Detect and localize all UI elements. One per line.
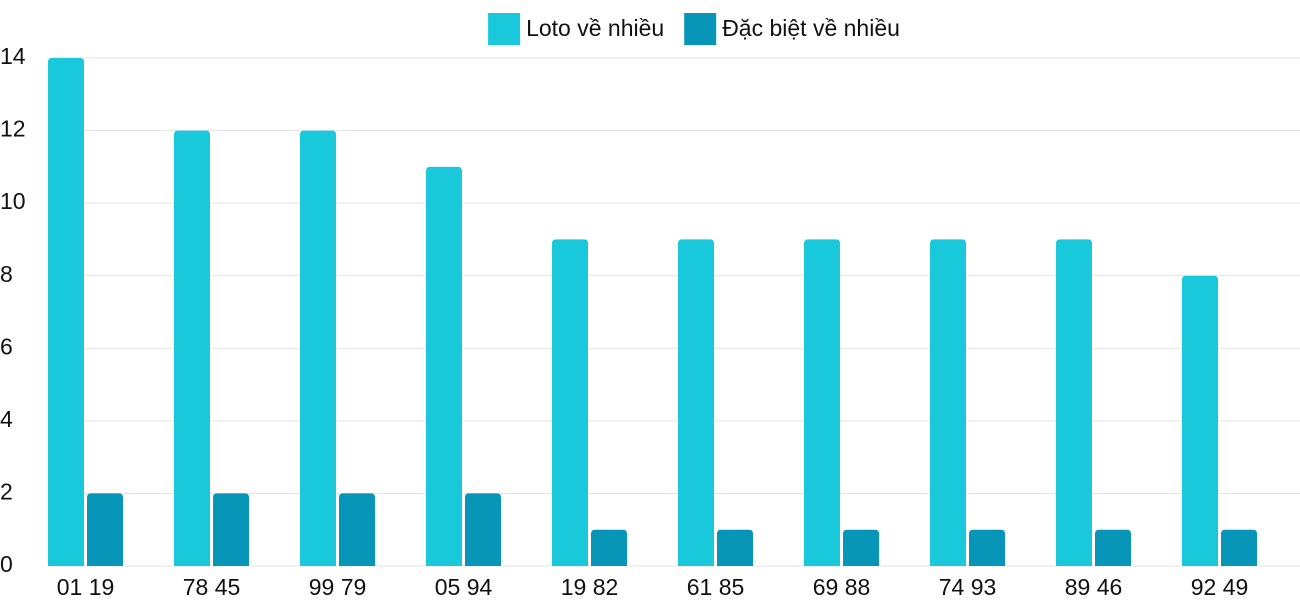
bar (1182, 275, 1218, 566)
y-tick-label: 0 (0, 551, 13, 577)
bar (591, 529, 627, 566)
bar (804, 239, 840, 566)
legend-swatch (488, 13, 521, 45)
x-tick-label: 89 46 (1065, 574, 1123, 600)
x-tick-label: 99 79 (309, 574, 367, 600)
bar (1056, 239, 1092, 566)
legend-label: Đặc biệt về nhiều (722, 15, 900, 41)
legend-swatch (684, 13, 717, 45)
bar (1221, 529, 1257, 566)
y-tick-label: 12 (0, 116, 26, 142)
bar (969, 529, 1005, 566)
x-tick-label: 69 88 (813, 574, 871, 600)
x-tick-label: 92 49 (1191, 574, 1249, 600)
bar (717, 529, 753, 566)
y-tick-label: 2 (0, 479, 13, 505)
bar (678, 239, 714, 566)
bar (48, 58, 84, 566)
bar (552, 239, 588, 566)
y-tick-label: 4 (0, 406, 13, 432)
bar (300, 130, 336, 567)
bar (930, 239, 966, 566)
bar (87, 493, 123, 566)
y-tick-label: 8 (0, 261, 13, 287)
bar (174, 130, 210, 567)
x-tick-label: 61 85 (687, 574, 745, 600)
legend-label: Loto về nhiều (526, 15, 664, 41)
x-tick-label: 01 19 (57, 574, 115, 600)
y-tick-label: 6 (0, 333, 13, 359)
y-tick-label: 14 (0, 43, 26, 69)
x-tick-label: 05 94 (435, 574, 493, 600)
x-tick-label: 74 93 (939, 574, 997, 600)
bar (339, 493, 375, 566)
x-tick-label: 78 45 (183, 574, 241, 600)
x-tick-label: 19 82 (561, 574, 619, 600)
bar (213, 493, 249, 566)
bar (843, 529, 879, 566)
bar (1095, 529, 1131, 566)
bar (426, 166, 462, 566)
bar (465, 493, 501, 566)
y-tick-label: 10 (0, 188, 26, 214)
